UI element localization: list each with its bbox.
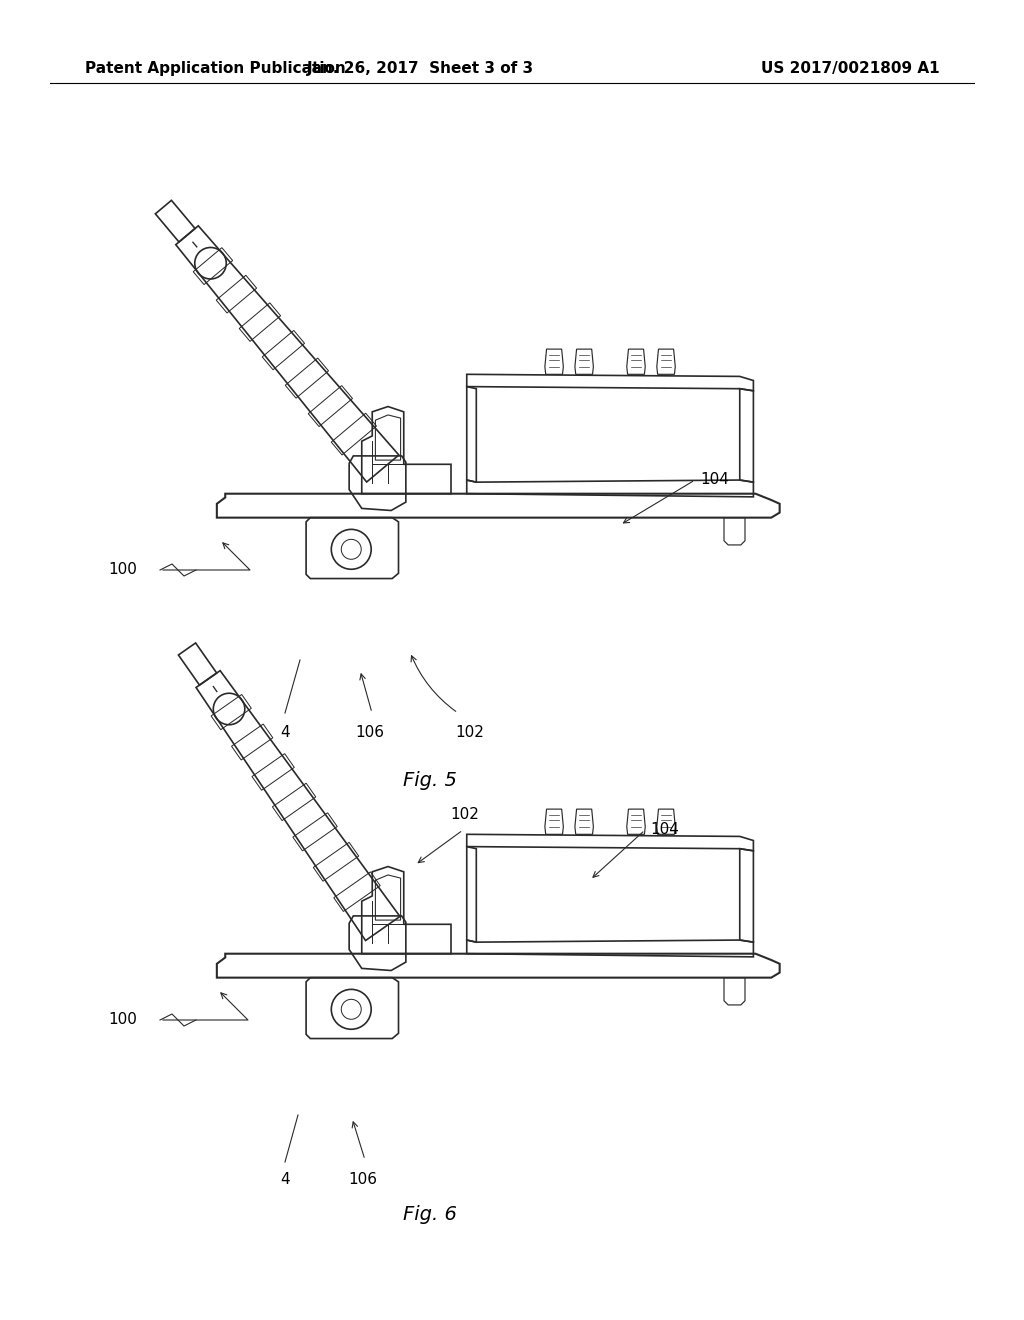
Text: 104: 104	[700, 473, 729, 487]
Text: Fig. 5: Fig. 5	[403, 771, 457, 789]
Text: 102: 102	[451, 807, 479, 822]
Text: 106: 106	[348, 1172, 378, 1187]
Text: Patent Application Publication: Patent Application Publication	[85, 61, 346, 75]
Text: 100: 100	[108, 562, 137, 578]
Text: US 2017/0021809 A1: US 2017/0021809 A1	[762, 61, 940, 75]
Text: 106: 106	[355, 725, 384, 741]
Text: Jan. 26, 2017  Sheet 3 of 3: Jan. 26, 2017 Sheet 3 of 3	[306, 61, 534, 75]
Text: Fig. 6: Fig. 6	[403, 1205, 457, 1225]
Text: 104: 104	[650, 822, 679, 837]
Text: 4: 4	[281, 725, 290, 741]
Text: 4: 4	[281, 1172, 290, 1187]
Text: 102: 102	[456, 725, 484, 741]
Text: 100: 100	[108, 1012, 137, 1027]
